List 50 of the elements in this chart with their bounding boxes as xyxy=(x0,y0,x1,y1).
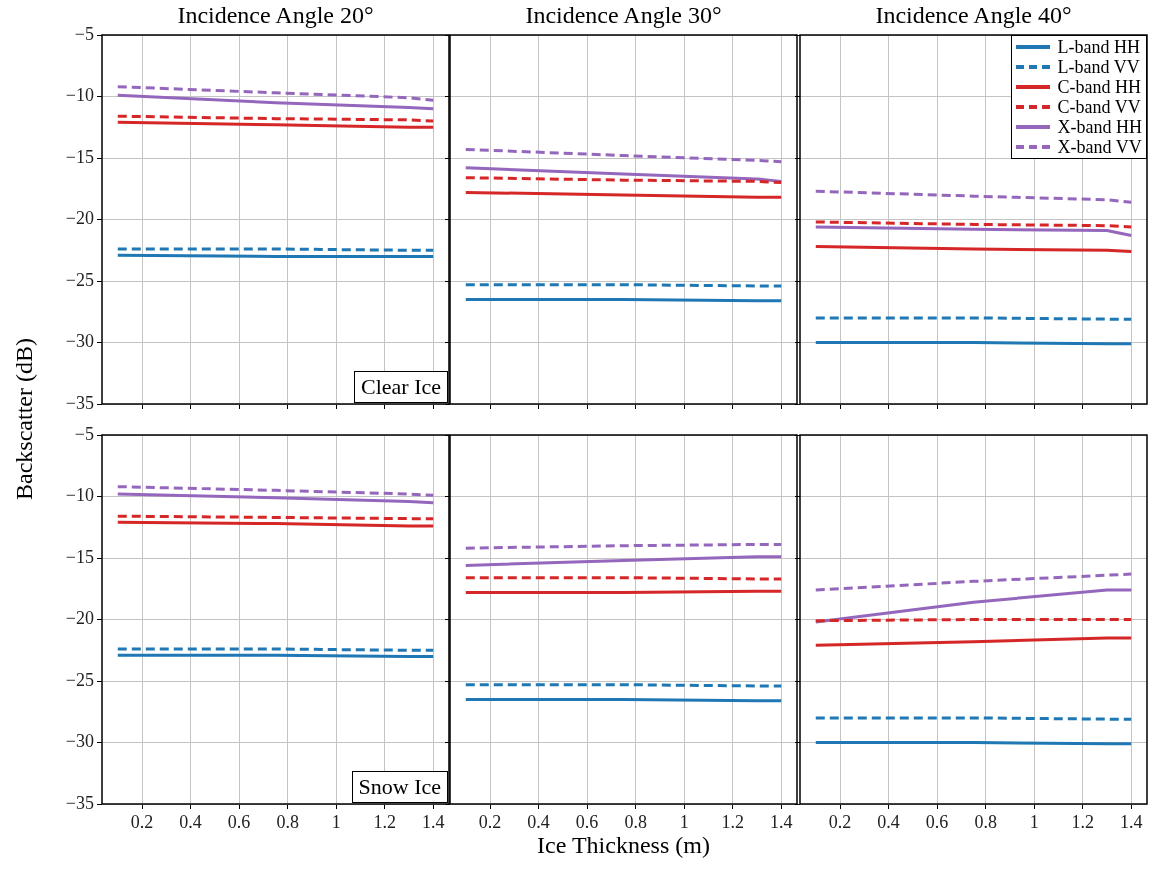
x-tick-label: 1.4 xyxy=(1119,811,1143,832)
x-tick-label: 1.4 xyxy=(421,811,445,832)
chart-title: Incidence Angle 40° xyxy=(874,2,1073,29)
x-tick-label: 0.2 xyxy=(478,811,502,832)
annotation: Clear Ice xyxy=(354,371,448,403)
x-tick-label: 0.4 xyxy=(877,811,900,832)
legend-label: L-band VV xyxy=(1057,57,1140,77)
x-tick-label: 1 xyxy=(1029,811,1039,832)
legend-label: C-band VV xyxy=(1057,97,1141,117)
legend-label: X-band HH xyxy=(1057,117,1142,137)
y-tick-label: −20 xyxy=(65,608,94,629)
y-axis-title: Backscatter (dB) xyxy=(10,338,38,500)
y-tick-label: −10 xyxy=(65,485,94,506)
x-tick-label: 1.2 xyxy=(373,811,396,832)
x-tick-label: 1 xyxy=(679,811,689,832)
legend-label: L-band HH xyxy=(1057,37,1140,57)
x-tick-label: 0.2 xyxy=(130,811,154,832)
y-tick-label: −5 xyxy=(74,23,94,44)
y-tick-label: −25 xyxy=(65,669,94,690)
y-tick-label: −10 xyxy=(65,85,94,106)
x-tick-label: 0.6 xyxy=(227,811,251,832)
y-tick-label: −30 xyxy=(65,331,94,352)
y-tick-label: −25 xyxy=(65,269,94,290)
chart-title: Incidence Angle 20° xyxy=(176,2,375,29)
x-tick-label: 1 xyxy=(331,811,341,832)
chart-title: Incidence Angle 30° xyxy=(524,2,723,29)
line-series xyxy=(116,485,435,497)
x-axis-title: Ice Thickness (m) xyxy=(536,832,711,859)
legend-label: C-band HH xyxy=(1057,77,1142,97)
x-tick-label: 0.4 xyxy=(179,811,202,832)
y-tick-label: −35 xyxy=(65,392,94,413)
annotation: Snow Ice xyxy=(351,771,448,803)
x-tick-label: 1.2 xyxy=(721,811,744,832)
line-series xyxy=(116,85,435,102)
x-tick-label: 1.4 xyxy=(769,811,793,832)
x-tick-label: 0.6 xyxy=(925,811,949,832)
x-tick-label: 1.2 xyxy=(1071,811,1094,832)
legend-label: X-band VV xyxy=(1057,137,1142,157)
x-tick-label: 0.2 xyxy=(828,811,852,832)
x-tick-label: 0.8 xyxy=(974,811,997,832)
x-tick-label: 0.8 xyxy=(624,811,647,832)
y-tick-label: −5 xyxy=(74,423,94,444)
y-tick-label: −15 xyxy=(65,546,94,567)
y-tick-label: −15 xyxy=(65,146,94,167)
x-tick-label: 0.6 xyxy=(575,811,599,832)
x-tick-label: 0.4 xyxy=(527,811,550,832)
x-tick-label: 0.8 xyxy=(276,811,299,832)
y-tick-label: −30 xyxy=(65,731,94,752)
y-tick-label: −20 xyxy=(65,208,94,229)
y-tick-label: −35 xyxy=(65,792,94,813)
